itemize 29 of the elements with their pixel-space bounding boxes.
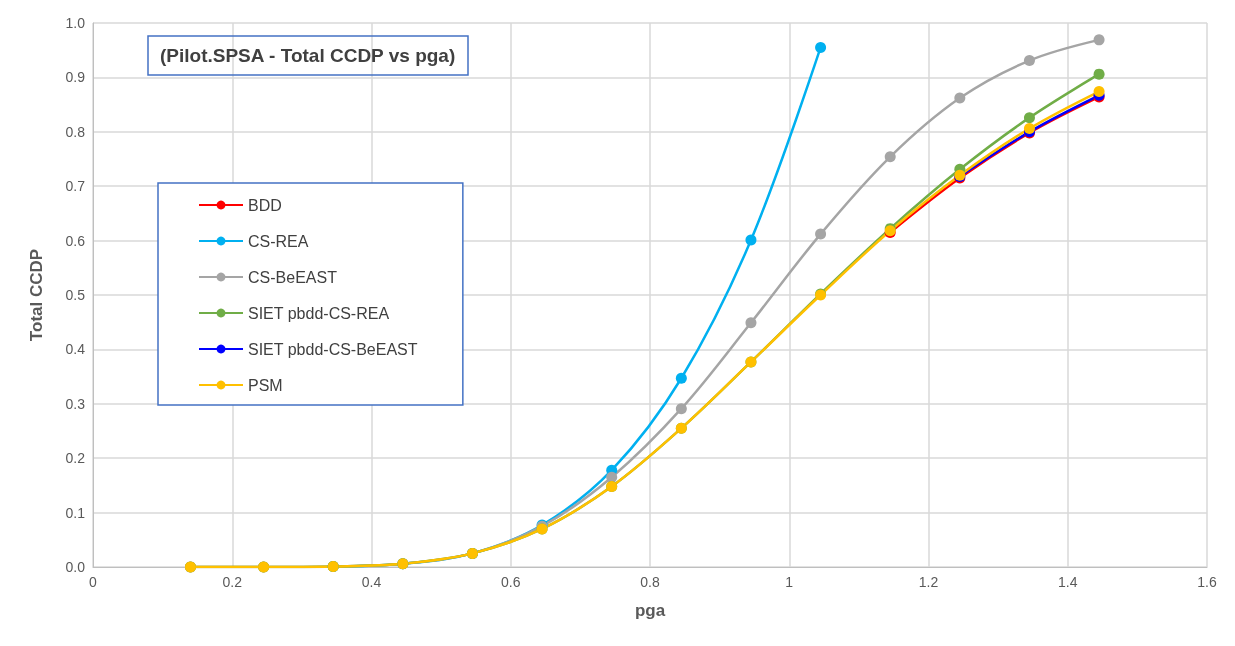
y-tick-label: 1.0 — [65, 15, 86, 31]
y-tick-label: 0.9 — [65, 69, 86, 86]
x-tick-label: 1.4 — [1058, 574, 1078, 590]
x-tick-label: 1.2 — [918, 574, 939, 590]
y-tick-label: 0.2 — [65, 450, 86, 467]
x-tick-label: 0 — [89, 574, 98, 590]
x-axis-title: pga — [634, 601, 666, 620]
y-axis-title: Total CCDP — [27, 248, 46, 342]
y-tick-label: 0.6 — [65, 232, 86, 249]
y-tick-label: 0.8 — [65, 123, 86, 140]
y-tick-label: 0.4 — [65, 341, 86, 358]
x-tick-label: 0.6 — [501, 574, 521, 590]
x-tick-label: 1 — [785, 574, 794, 590]
legend-label: SIET pbdd-CS-REA — [248, 304, 390, 322]
x-tick-label: 1.6 — [1197, 574, 1217, 590]
legend-label: BDD — [248, 196, 282, 214]
x-tick-label: 0.2 — [222, 574, 243, 590]
legend-label: CS-BeEAST — [248, 268, 338, 286]
y-tick-label: 0.1 — [65, 504, 86, 521]
x-tick-label: 0.4 — [361, 574, 382, 590]
y-tick-label: 0.3 — [65, 395, 86, 412]
legend-label: CS-REA — [248, 232, 309, 250]
legend-label: PSM — [248, 376, 283, 394]
x-tick-label: 0.8 — [640, 574, 660, 590]
y-tick-label: 0.0 — [65, 559, 86, 575]
legend-label: SIET pbdd-CS-BeEAST — [248, 340, 418, 358]
text: (Pilot.SPSA - Total CCDP vs pga) — [160, 45, 456, 66]
y-tick-label: 0.7 — [65, 178, 86, 195]
y-tick-label: 0.5 — [65, 287, 86, 303]
